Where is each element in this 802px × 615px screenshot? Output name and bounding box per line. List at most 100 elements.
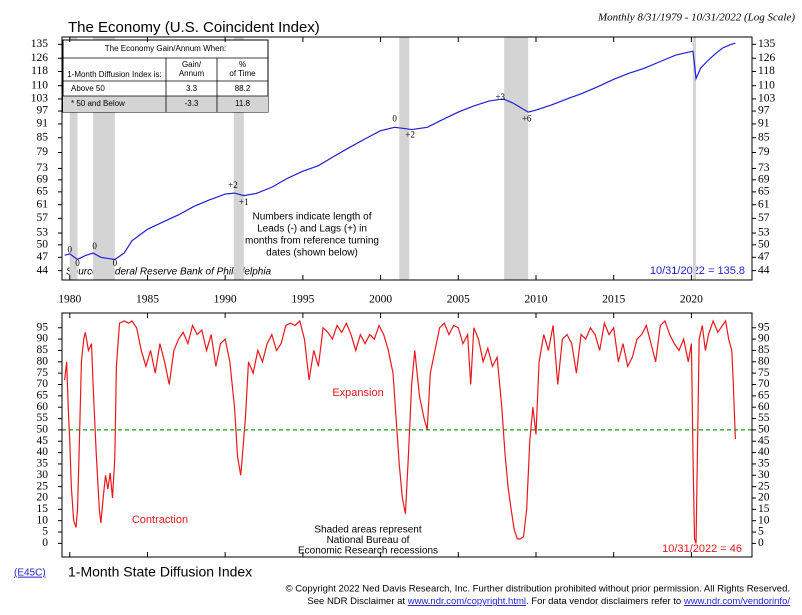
chart-title: 1-Month State Diffusion Index <box>68 564 252 580</box>
y-tick-label: 85 <box>758 344 770 356</box>
y-tick-label: 45 <box>37 435 49 447</box>
recession-band <box>399 37 410 280</box>
table-header: Annum <box>179 69 205 78</box>
source: Source: Federal Reserve Bank of Philadel… <box>66 267 272 278</box>
note: Leads (-) and Lags (+) in <box>257 224 367 235</box>
panel-frame <box>61 36 753 281</box>
y-tick-label: 97 <box>37 105 49 117</box>
y-tick-label: 60 <box>758 401 770 413</box>
y-tick-label: 95 <box>37 321 49 333</box>
y-tick-label: 103 <box>31 93 49 105</box>
y-tick-label: 103 <box>758 93 776 105</box>
annotation: 0 <box>392 114 397 124</box>
y-tick-label: 75 <box>37 367 49 379</box>
y-tick-label: 80 <box>37 355 49 367</box>
y-tick-label: 61 <box>758 198 770 210</box>
y-tick-label: 44 <box>37 264 49 276</box>
link[interactable]: www.ndr.com/copyright.html <box>407 596 526 607</box>
table-header: 1-Month Diffusion Index is: <box>67 70 162 79</box>
y-tick-label: 135 <box>758 38 776 50</box>
y-tick-label: 95 <box>758 321 770 333</box>
disclaimer-text: . For data vendor disclaimers refer to <box>526 596 684 607</box>
note: Shaded areas represent <box>314 525 422 536</box>
table-header: Gain/ <box>182 60 202 69</box>
annotation: +3 <box>495 92 505 102</box>
y-tick-label: 85 <box>37 344 49 356</box>
annotation: +6 <box>522 114 532 124</box>
y-tick-label: 60 <box>37 401 49 413</box>
disclaimer-text: See NDR Disclaimer at <box>307 596 407 607</box>
recession-band <box>69 37 78 280</box>
y-tick-label: 20 <box>37 492 49 504</box>
y-tick-label: 0 <box>42 537 48 549</box>
table-cell: 11.8 <box>235 99 251 108</box>
note: dates (shown below) <box>266 248 358 259</box>
x-tick-label: 2005 <box>447 294 470 306</box>
chart-subtitle: Monthly 8/31/1979 - 10/31/2022 (Log Scal… <box>597 12 795 24</box>
x-tick-label: 2010 <box>524 294 547 306</box>
x-tick-label: 2020 <box>680 294 703 306</box>
y-tick-label: 70 <box>37 378 49 390</box>
recession-band <box>692 37 697 280</box>
table-cell: Above 50 <box>71 84 105 93</box>
data-line <box>64 319 736 544</box>
y-tick-label: 65 <box>758 185 770 197</box>
y-tick-label: 47 <box>37 251 49 263</box>
y-tick-label: 110 <box>758 79 775 91</box>
y-tick-label: 5 <box>758 526 764 538</box>
table-title: The Economy Gain/Annum When: <box>105 44 226 53</box>
table-header: % <box>239 60 246 69</box>
y-tick-label: 53 <box>758 227 770 239</box>
y-tick-label: 55 <box>37 412 49 424</box>
y-tick-label: 0 <box>758 537 764 549</box>
y-tick-label: 65 <box>758 389 770 401</box>
stats-table: The Economy Gain/Annum When: 1-Month Diff… <box>62 39 269 113</box>
y-tick-label: 135 <box>31 38 49 50</box>
y-tick-label: 50 <box>758 238 770 250</box>
chart-title: The Economy (U.S. Coincident Index) <box>68 19 320 36</box>
y-tick-label: 90 <box>758 333 770 345</box>
note: Economic Research recessions <box>298 546 438 557</box>
y-tick-label: 75 <box>758 367 770 379</box>
y-tick-label: 70 <box>758 378 770 390</box>
y-tick-label: 65 <box>37 389 49 401</box>
y-tick-label: 69 <box>37 173 49 185</box>
y-tick-label: 35 <box>37 458 49 470</box>
last-value-label: 10/31/2022 = 135.8 <box>650 265 745 277</box>
y-tick-label: 97 <box>758 105 770 117</box>
y-tick-label: 55 <box>758 412 770 424</box>
table-cell: -3.3 <box>185 99 199 108</box>
chart-code[interactable]: (E45C) <box>14 568 46 579</box>
y-tick-label: 50 <box>37 238 49 250</box>
y-tick-label: 15 <box>37 503 49 515</box>
y-tick-label: 45 <box>758 435 770 447</box>
annotation: 0 <box>92 241 97 251</box>
table-cell: 3.3 <box>186 84 198 93</box>
y-tick-label: 53 <box>37 227 49 239</box>
y-tick-label: 47 <box>758 251 770 263</box>
x-tick-label: 1990 <box>214 294 237 306</box>
y-tick-label: 91 <box>37 118 49 130</box>
y-tick-label: 126 <box>31 52 49 64</box>
y-tick-label: 126 <box>758 52 776 64</box>
y-tick-label: 50 <box>758 424 770 436</box>
y-tick-label: 50 <box>37 424 49 436</box>
y-tick-label: 57 <box>37 212 49 224</box>
contraction-label: Contraction <box>132 514 188 526</box>
y-tick-label: 20 <box>758 492 770 504</box>
y-tick-label: 44 <box>758 264 770 276</box>
y-tick-label: 15 <box>758 503 770 515</box>
y-tick-label: 40 <box>758 446 770 458</box>
y-tick-label: 30 <box>37 469 49 481</box>
table-cell: * 50 and Below <box>71 99 125 108</box>
recession-band <box>504 37 529 280</box>
y-tick-label: 118 <box>758 65 775 77</box>
x-tick-label: 1985 <box>136 294 159 306</box>
disclaimer: See NDR Disclaimer at www.ndr.com/copyri… <box>307 596 790 607</box>
panel-frame <box>61 312 753 558</box>
link[interactable]: www.ndr.com/vendorinfo/ <box>683 596 790 607</box>
y-tick-label: 57 <box>758 212 770 224</box>
y-tick-label: 65 <box>37 185 49 197</box>
